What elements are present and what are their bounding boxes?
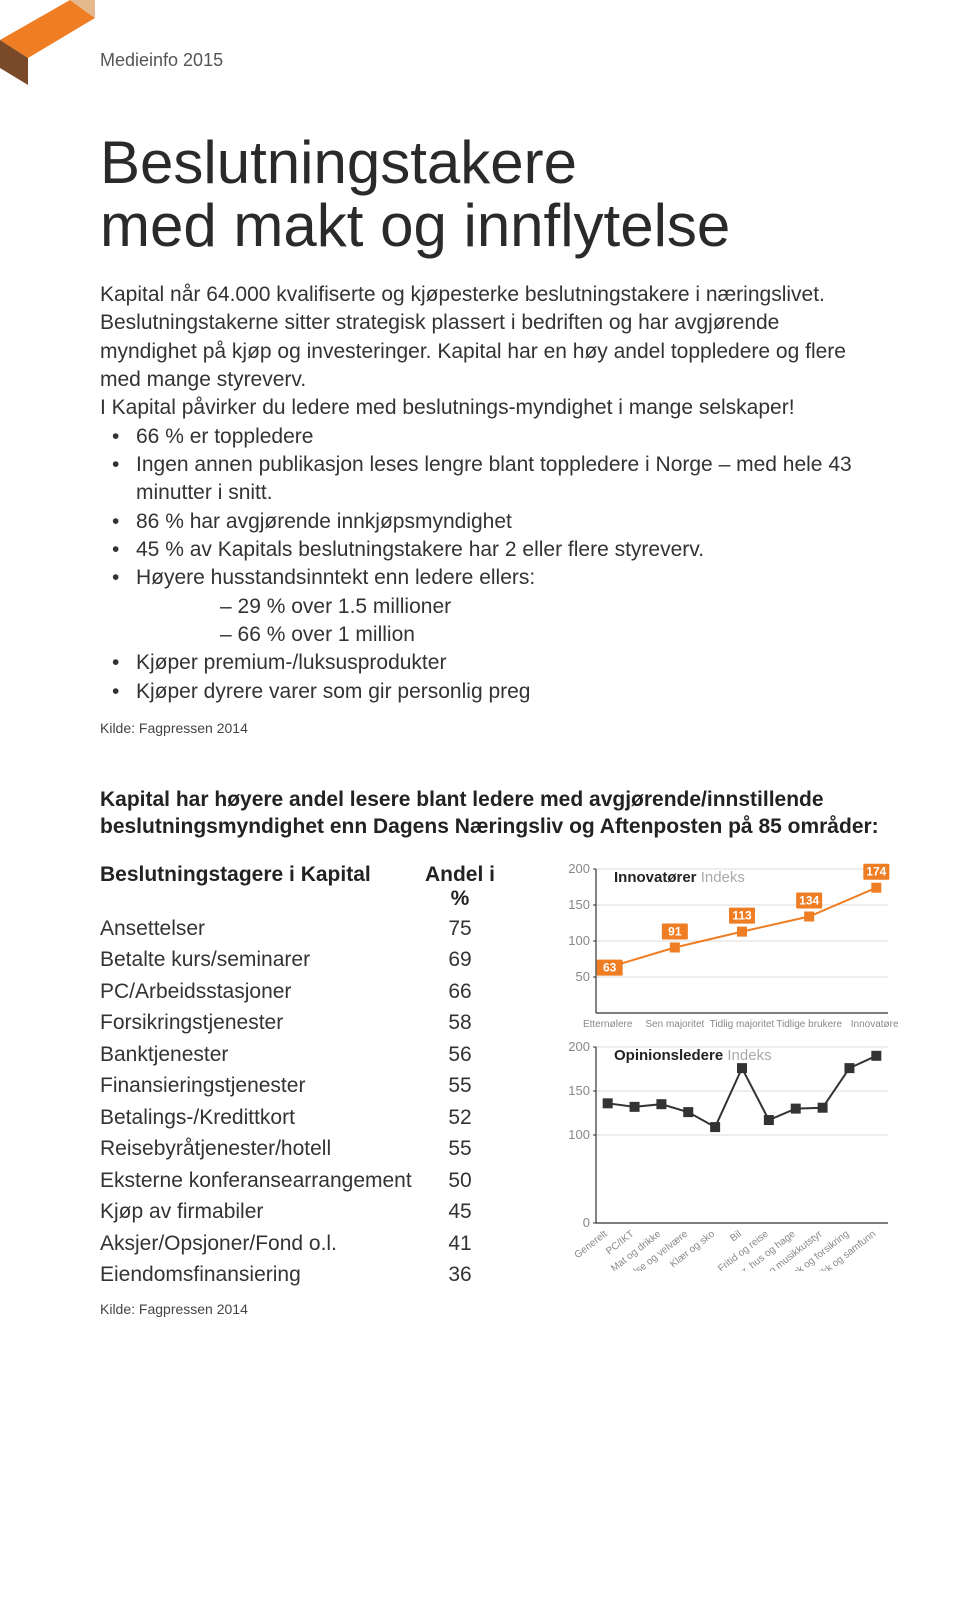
table-row: Banktjenester56 bbox=[100, 1039, 540, 1071]
table-row: Betalte kurs/seminarer69 bbox=[100, 944, 540, 976]
svg-text:200: 200 bbox=[568, 1041, 590, 1054]
svg-text:174: 174 bbox=[866, 864, 886, 878]
table-row: Ansettelser75 bbox=[100, 913, 540, 945]
table-cell-value: 52 bbox=[420, 1102, 500, 1134]
table-cell-label: Betalte kurs/seminarer bbox=[100, 944, 420, 976]
bullet-item: 66 % er toppledere bbox=[100, 423, 880, 451]
intro-paragraph: Kapital når 64.000 kvalifiserte og kjøpe… bbox=[100, 281, 880, 394]
title-line-1: Beslutningstakere bbox=[100, 129, 577, 196]
svg-text:200: 200 bbox=[568, 863, 590, 876]
svg-text:63: 63 bbox=[603, 960, 617, 974]
table-row: Finansieringstjenester55 bbox=[100, 1070, 540, 1102]
table-cell-value: 58 bbox=[420, 1007, 500, 1039]
svg-text:0: 0 bbox=[583, 1215, 590, 1230]
svg-text:Bil: Bil bbox=[728, 1228, 744, 1244]
svg-text:113: 113 bbox=[732, 908, 752, 922]
table-cell-value: 75 bbox=[420, 913, 500, 945]
svg-text:Innovatører: Innovatører bbox=[851, 1019, 898, 1030]
table-row: Forsikringstjenester58 bbox=[100, 1007, 540, 1039]
svg-text:134: 134 bbox=[799, 893, 819, 907]
table-cell-value: 45 bbox=[420, 1196, 500, 1228]
table-cell-value: 66 bbox=[420, 976, 500, 1008]
table-cell-value: 56 bbox=[420, 1039, 500, 1071]
table-row: Aksjer/Opsjoner/Fond o.l.41 bbox=[100, 1228, 540, 1260]
chart-innovators: Innovatører Indeks 50 100 150 200 63 91 113 134… bbox=[558, 863, 898, 1033]
table-cell-label: Reisebyråtjenester/hotell bbox=[100, 1133, 420, 1165]
table-cell-label: Forsikringstjenester bbox=[100, 1007, 420, 1039]
source-line-1: Kilde: Fagpressen 2014 bbox=[100, 720, 880, 736]
svg-text:Tidlig majoritet: Tidlig majoritet bbox=[710, 1019, 775, 1030]
table-cell-label: Finansieringstjenester bbox=[100, 1070, 420, 1102]
table-row: Eiendomsfinansiering36 bbox=[100, 1259, 540, 1291]
table-cell-value: 50 bbox=[420, 1165, 500, 1197]
table-cell-label: Eksterne konferansearrangement bbox=[100, 1165, 420, 1197]
svg-text:150: 150 bbox=[568, 897, 590, 912]
bullet-item: 86 % har avgjørende innkjøpsmyndighet bbox=[100, 508, 880, 536]
table-cell-value: 41 bbox=[420, 1228, 500, 1260]
table-cell-label: PC/Arbeidsstasjoner bbox=[100, 976, 420, 1008]
table-cell-label: Betalings-/Kredittkort bbox=[100, 1102, 420, 1134]
svg-text:Generelt: Generelt bbox=[573, 1228, 610, 1260]
table-cell-label: Kjøp av firmabiler bbox=[100, 1196, 420, 1228]
svg-text:100: 100 bbox=[568, 933, 590, 948]
intro-paragraph-2: I Kapital påvirker du ledere med beslutn… bbox=[100, 394, 880, 422]
svg-text:Sen majoritet: Sen majoritet bbox=[645, 1019, 704, 1030]
page-title: Beslutningstakere med makt og innflytels… bbox=[100, 131, 880, 257]
table-cell-value: 36 bbox=[420, 1259, 500, 1291]
table-header-value: Andel i % bbox=[420, 863, 500, 911]
table-row: PC/Arbeidsstasjoner66 bbox=[100, 976, 540, 1008]
table-row: Eksterne konferansearrangement50 bbox=[100, 1165, 540, 1197]
svg-text:Tidlige brukere: Tidlige brukere bbox=[776, 1019, 842, 1030]
table-header-label: Beslutningstagere i Kapital bbox=[100, 863, 420, 911]
title-line-2: med makt og innflytelse bbox=[100, 192, 730, 259]
decision-table: Beslutningstagere i Kapital Andel i % An… bbox=[100, 863, 540, 1317]
table-row: Kjøp av firmabiler45 bbox=[100, 1196, 540, 1228]
chart2-title: Opinionsledere Indeks bbox=[614, 1047, 772, 1064]
bullet-item: 45 % av Kapitals beslutningstakere har 2… bbox=[100, 536, 880, 564]
table-cell-value: 55 bbox=[420, 1133, 500, 1165]
svg-text:50: 50 bbox=[576, 969, 590, 984]
table-cell-label: Aksjer/Opsjoner/Fond o.l. bbox=[100, 1228, 420, 1260]
bullet-subitem: – 66 % over 1 million bbox=[100, 621, 880, 649]
table-cell-label: Ansettelser bbox=[100, 913, 420, 945]
svg-text:91: 91 bbox=[668, 924, 682, 938]
table-cell-label: Banktjenester bbox=[100, 1039, 420, 1071]
source-line-2: Kilde: Fagpressen 2014 bbox=[100, 1301, 540, 1317]
svg-text:150: 150 bbox=[568, 1083, 590, 1098]
bullet-item: Ingen annen publikasjon leses lengre bla… bbox=[100, 451, 880, 508]
bullet-item: Kjøper dyrere varer som gir personlig pr… bbox=[100, 678, 880, 706]
bullet-item: Kjøper premium-/luksusprodukter bbox=[100, 649, 880, 677]
section-2-title: Kapital har høyere andel lesere blant le… bbox=[100, 786, 880, 841]
svg-text:100: 100 bbox=[568, 1127, 590, 1142]
chart-opinion-leaders: Opinionsledere Indeks 0 100 150 200 Generelt… bbox=[558, 1041, 898, 1271]
bullet-list: 66 % er toppledereIngen annen publikasjo… bbox=[100, 423, 880, 706]
svg-text:Etternølere: Etternølere bbox=[583, 1019, 633, 1030]
table-row: Betalings-/Kredittkort52 bbox=[100, 1102, 540, 1134]
chart1-title: Innovatører Indeks bbox=[614, 869, 745, 886]
table-cell-value: 69 bbox=[420, 944, 500, 976]
bullet-subitem: – 29 % over 1.5 millioner bbox=[100, 593, 880, 621]
bullet-item: Høyere husstandsinntekt enn ledere eller… bbox=[100, 564, 880, 592]
table-row: Reisebyråtjenester/hotell55 bbox=[100, 1133, 540, 1165]
brand-logo bbox=[0, 0, 130, 110]
table-cell-value: 55 bbox=[420, 1070, 500, 1102]
table-cell-label: Eiendomsfinansiering bbox=[100, 1259, 420, 1291]
header-label: Medieinfo 2015 bbox=[100, 50, 880, 71]
